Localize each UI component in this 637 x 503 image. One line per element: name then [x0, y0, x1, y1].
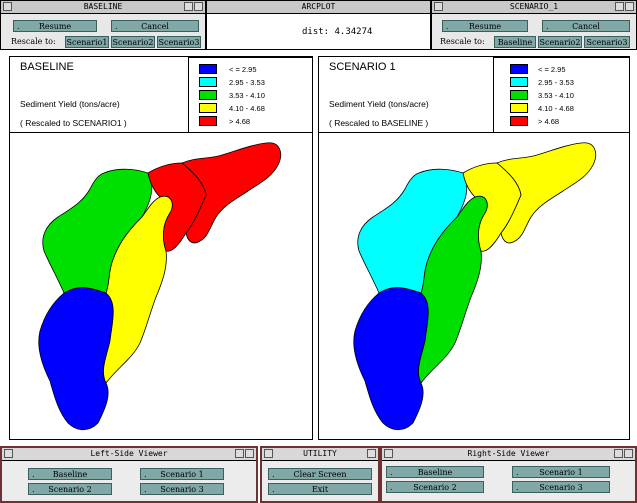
minimize-icon[interactable] [615, 2, 624, 11]
legend-label-2: 3.53 - 4.10 [229, 91, 265, 100]
minimize-icon[interactable] [614, 449, 623, 458]
right-baseline-button[interactable]: . Baseline [386, 466, 484, 478]
clear-screen-button[interactable]: . Clear Screen [268, 468, 372, 480]
panel-title: SCENARIO 1 [329, 61, 396, 73]
maximize-icon[interactable] [625, 2, 634, 11]
legend-swatch-1 [199, 77, 217, 87]
window-menu-icon[interactable] [264, 449, 273, 458]
window-menu-icon[interactable] [4, 449, 13, 458]
legend-label-1: 2.95 - 3.53 [229, 78, 265, 87]
right-scenario1-button[interactable]: . Scenario 1 [512, 466, 610, 478]
cancel-button[interactable]: . Cancel [542, 20, 630, 32]
right-scenario2-button[interactable]: . Scenario 2 [386, 481, 484, 493]
right-side-viewer-window: Right-Side Viewer . Baseline . Scenario 1 … [380, 446, 637, 503]
legend-label-0: < = 2.95 [229, 65, 257, 74]
rescale-scenario3-button[interactable]: Scenario3 [157, 36, 201, 48]
arcplot-window-titlebar[interactable]: ARCPLOT [207, 1, 430, 14]
legend: < = 2.95 2.95 - 3.53 3.53 - 4.10 4.10 - … [493, 57, 630, 133]
scenario-window-titlebar[interactable]: SCENARIO_1 [432, 1, 636, 14]
right-scenario3-button[interactable]: . Scenario 3 [512, 481, 610, 493]
subbasin-south[interactable] [353, 287, 429, 431]
left-viewer-title: Left-Side Viewer [90, 449, 168, 458]
legend-label-0: < = 2.95 [538, 65, 566, 74]
minimize-icon[interactable] [235, 449, 244, 458]
subbasin-northcentral[interactable] [462, 162, 522, 252]
window-menu-icon[interactable] [384, 449, 393, 458]
legend-swatch-4 [510, 116, 528, 126]
rescale-scenario1-button[interactable]: Scenario1 [65, 36, 109, 48]
left-viewer-titlebar[interactable]: Left-Side Viewer [2, 448, 256, 461]
scenario-window-title: SCENARIO_1 [509, 2, 559, 11]
scenario-control-window: SCENARIO_1 . Resume . Cancel Rescale to: B… [431, 0, 637, 50]
utility-title: UTILITY [303, 449, 337, 458]
left-scenario3-button[interactable]: . Scenario 3 [140, 483, 224, 495]
maximize-icon[interactable] [624, 449, 633, 458]
legend-swatch-4 [199, 116, 217, 126]
left-side-viewer-window: Left-Side Viewer . Baseline . Scenario 1 .… [0, 446, 258, 503]
legend-swatch-3 [510, 103, 528, 113]
subbasin-west[interactable] [42, 168, 153, 294]
legend-label-4: > 4.68 [538, 117, 560, 126]
window-menu-icon[interactable] [434, 2, 443, 11]
legend-label-4: > 4.68 [229, 117, 251, 126]
baseline-control-window: BASELINE . Resume . Cancel Rescale to: Sce… [0, 0, 206, 50]
map-frame [319, 132, 629, 133]
watershed-map[interactable] [10, 133, 312, 439]
baseline-window-titlebar[interactable]: BASELINE [1, 1, 205, 14]
subbasin-west[interactable] [357, 168, 468, 294]
legend-swatch-0 [199, 64, 217, 74]
panel-rescale-note: ( Rescaled to BASELINE ) [329, 118, 429, 128]
left-baseline-button[interactable]: . Baseline [28, 468, 112, 480]
legend-swatch-0 [510, 64, 528, 74]
maximize-icon[interactable] [194, 2, 203, 11]
utility-window: UTILITY . Clear Screen . Exit [260, 446, 380, 503]
utility-titlebar[interactable]: UTILITY [262, 448, 378, 461]
legend-label-3: 4.10 - 4.68 [538, 104, 574, 113]
arcplot-window-title: ARCPLOT [301, 2, 336, 11]
right-viewer-title: Right-Side Viewer [467, 449, 550, 458]
legend-label-2: 3.53 - 4.10 [538, 91, 574, 100]
baseline-window-title: BASELINE [83, 2, 123, 11]
subbasin-northcentral[interactable] [147, 162, 207, 252]
map-frame [10, 132, 312, 133]
panel-title: BASELINE [20, 61, 74, 73]
left-scenario2-button[interactable]: . Scenario 2 [28, 483, 112, 495]
maximize-icon[interactable] [245, 449, 254, 458]
dist-readout: dist: 4.34274 [302, 27, 373, 37]
legend-swatch-1 [510, 77, 528, 87]
maximize-icon[interactable] [367, 449, 376, 458]
left-scenario1-button[interactable]: . Scenario 1 [140, 468, 224, 480]
right-viewer-titlebar[interactable]: Right-Side Viewer [382, 448, 635, 461]
subbasin-south[interactable] [38, 287, 114, 431]
resume-button[interactable]: . Resume [13, 20, 97, 32]
watershed-map[interactable] [321, 133, 631, 439]
legend-swatch-3 [199, 103, 217, 113]
minimize-icon[interactable] [184, 2, 193, 11]
baseline-map-panel: BASELINE Sediment Yield (tons/acre) ( Re… [9, 56, 313, 440]
panel-rescale-note: ( Rescaled to SCENARIO1 ) [20, 118, 127, 128]
scenario-map-panel: SCENARIO 1 Sediment Yield (tons/acre) ( … [318, 56, 630, 440]
rescale-baseline-button[interactable]: Baseline [494, 36, 536, 48]
rescale-label: Rescale to: [11, 37, 56, 46]
panel-subtitle: Sediment Yield (tons/acre) [20, 99, 120, 109]
legend-label-1: 2.95 - 3.53 [538, 78, 574, 87]
panel-subtitle: Sediment Yield (tons/acre) [329, 99, 429, 109]
legend-swatch-2 [510, 90, 528, 100]
rescale-label: Rescale to: [440, 37, 485, 46]
resume-button[interactable]: . Resume [442, 20, 528, 32]
rescale-scenario2-button[interactable]: Scenario2 [111, 36, 155, 48]
window-menu-icon[interactable] [3, 2, 12, 11]
exit-button[interactable]: . Exit [268, 483, 372, 495]
legend-label-3: 4.10 - 4.68 [229, 104, 265, 113]
rescale-scenario3-button[interactable]: Scenario3 [584, 36, 630, 48]
rescale-scenario2-button[interactable]: Scenario2 [538, 36, 582, 48]
legend: < = 2.95 2.95 - 3.53 3.53 - 4.10 4.10 - … [188, 57, 313, 133]
legend-swatch-2 [199, 90, 217, 100]
arcplot-window: ARCPLOT dist: 4.34274 [206, 0, 431, 50]
cancel-button[interactable]: . Cancel [111, 20, 199, 32]
